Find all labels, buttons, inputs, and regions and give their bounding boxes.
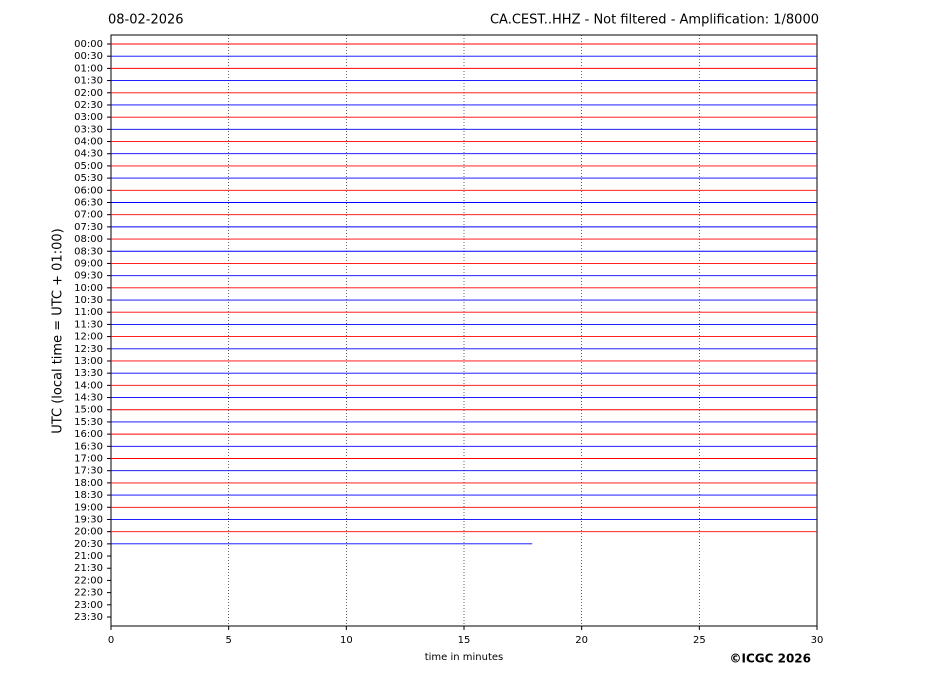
y-tick-label: 09:00: [74, 258, 103, 269]
y-tick-label: 11:00: [74, 307, 103, 318]
x-tick-label: 30: [811, 635, 824, 646]
y-tick-label: 20:00: [74, 527, 103, 538]
y-tick-label: 23:30: [74, 612, 103, 623]
chart-title: 08-02-2026: [108, 13, 184, 28]
y-tick-label: 04:00: [74, 137, 103, 148]
y-tick-label: 03:00: [74, 112, 103, 123]
y-tick-label: 13:30: [74, 368, 103, 379]
y-tick-label: 17:30: [74, 466, 103, 477]
y-tick-label: 14:00: [74, 380, 103, 391]
x-tick-label: 0: [108, 635, 114, 646]
y-tick-label: 21:30: [74, 563, 103, 574]
y-tick-label: 16:30: [74, 441, 103, 452]
y-tick-label: 18:30: [74, 490, 103, 501]
y-tick-label: 05:30: [74, 173, 103, 184]
y-tick-label: 08:30: [74, 246, 103, 257]
y-tick-label: 07:00: [74, 210, 103, 221]
y-tick-label: 22:30: [74, 588, 103, 599]
y-axis-label: UTC (local time = UTC + 01:00): [51, 228, 66, 433]
y-tick-label: 10:00: [74, 283, 103, 294]
y-tick-label: 00:30: [74, 51, 103, 62]
y-tick-label: 22:00: [74, 575, 103, 586]
copyright: ©ICGC 2026: [729, 652, 811, 666]
y-tick-label: 08:00: [74, 234, 103, 245]
y-tick-label: 09:30: [74, 271, 103, 282]
y-tick-label: 06:30: [74, 197, 103, 208]
x-tick-label: 15: [458, 635, 471, 646]
y-tick-label: 15:00: [74, 405, 103, 416]
y-tick-label: 04:30: [74, 149, 103, 160]
y-tick-label: 10:30: [74, 295, 103, 306]
y-tick-label: 15:30: [74, 417, 103, 428]
y-tick-label: 12:30: [74, 344, 103, 355]
chart-subtitle: CA.CEST..HHZ - Not filtered - Amplificat…: [490, 13, 819, 28]
y-tick-label: 23:00: [74, 600, 103, 611]
y-tick-label: 16:00: [74, 429, 103, 440]
y-tick-label: 02:30: [74, 100, 103, 111]
y-tick-label: 05:00: [74, 161, 103, 172]
x-tick-label: 10: [340, 635, 353, 646]
y-tick-label: 21:00: [74, 551, 103, 562]
y-tick-label: 07:30: [74, 222, 103, 233]
y-tick-label: 03:30: [74, 124, 103, 135]
y-tick-label: 17:00: [74, 454, 103, 465]
y-tick-label: 14:30: [74, 393, 103, 404]
y-tick-label: 06:00: [74, 185, 103, 196]
y-tick-label: 19:00: [74, 502, 103, 513]
y-tick-label: 12:00: [74, 332, 103, 343]
x-tick-label: 5: [225, 635, 231, 646]
y-tick-label: 01:30: [74, 76, 103, 87]
x-axis-label: time in minutes: [425, 652, 504, 663]
x-tick-label: 25: [693, 635, 706, 646]
y-tick-label: 11:30: [74, 319, 103, 330]
y-tick-label: 18:00: [74, 478, 103, 489]
y-tick-label: 19:30: [74, 514, 103, 525]
y-tick-label: 20:30: [74, 539, 103, 550]
x-tick-label: 20: [575, 635, 588, 646]
y-tick-label: 00:00: [74, 39, 103, 50]
y-tick-label: 01:00: [74, 63, 103, 74]
y-tick-label: 13:00: [74, 356, 103, 367]
y-tick-label: 02:00: [74, 88, 103, 99]
